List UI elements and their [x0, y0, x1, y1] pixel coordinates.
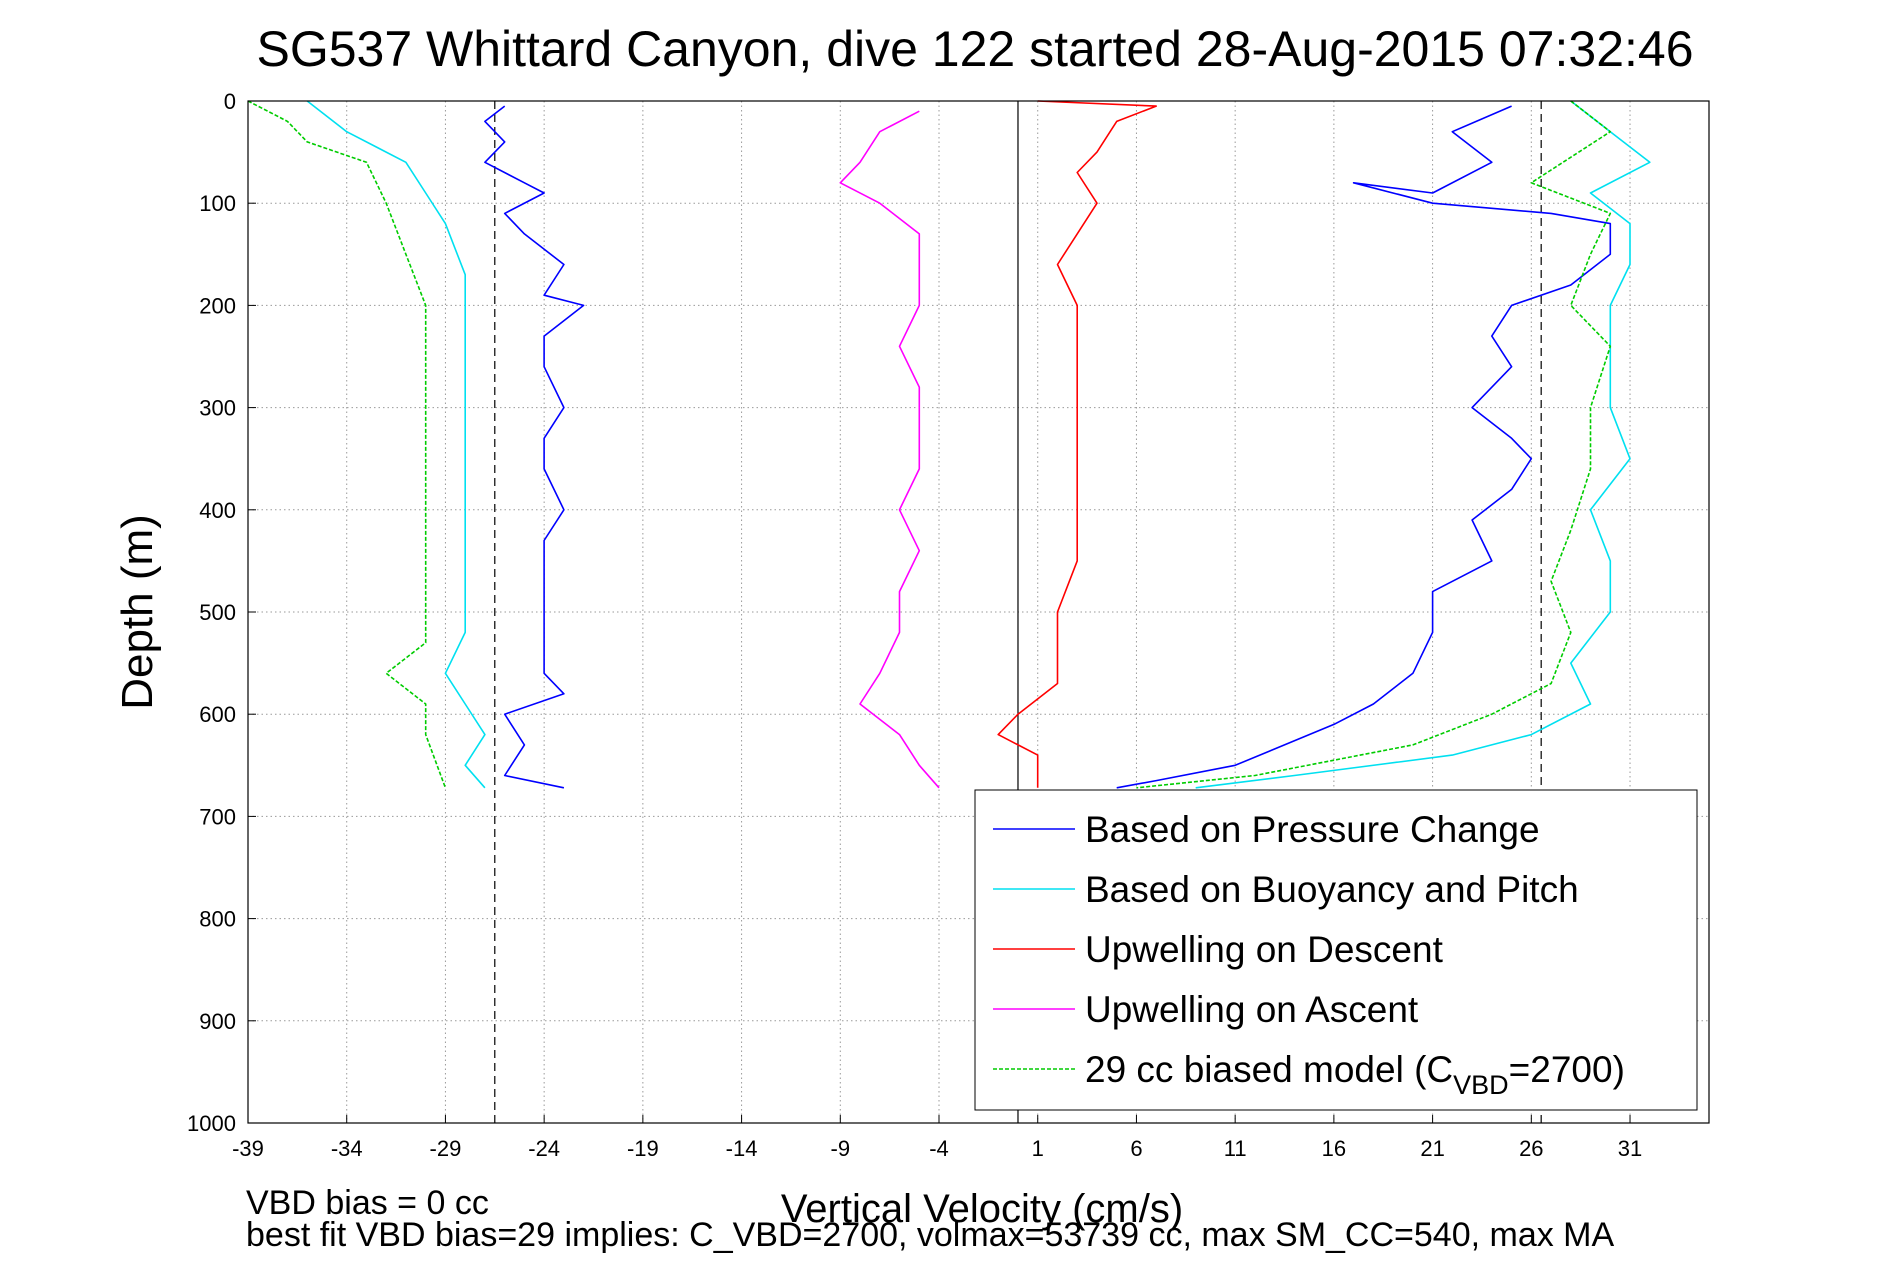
legend-label: Based on Buoyancy and Pitch — [1085, 869, 1579, 910]
series-line — [839, 110, 940, 789]
y-ticks: 0 100 200 300 400 500 600 700 800 900 1000 — [187, 89, 256, 1136]
y-tick-label: 200 — [199, 293, 236, 318]
series-line — [306, 100, 486, 789]
legend-box — [974, 789, 1698, 1111]
legend-label: Based on Pressure Change — [1085, 809, 1540, 850]
y-tick-label: 100 — [199, 191, 236, 216]
x-tick-label: -9 — [831, 1136, 851, 1161]
series-line — [1116, 105, 1612, 789]
series-4 — [839, 110, 940, 789]
x-tick-label: 31 — [1618, 1136, 1642, 1161]
footer-line-1: VBD bias = 0 cc — [246, 1184, 489, 1222]
x-tick-label: 26 — [1519, 1136, 1543, 1161]
series-line — [484, 105, 585, 789]
x-tick-label: -19 — [627, 1136, 659, 1161]
y-tick-label: 600 — [199, 702, 236, 727]
legend-label: Upwelling on Descent — [1085, 929, 1444, 970]
legend-label: 29 cc biased model (CVBD=2700) — [1085, 1049, 1625, 1100]
x-tick-label: 6 — [1130, 1136, 1142, 1161]
x-tick-label: -4 — [929, 1136, 949, 1161]
y-tick-label: 700 — [199, 804, 236, 829]
series-line — [1195, 100, 1651, 789]
y-tick-label: 500 — [199, 600, 236, 625]
y-tick-label: 0 — [224, 89, 236, 114]
x-tick-label: -29 — [430, 1136, 462, 1161]
x-tick-label: 21 — [1420, 1136, 1444, 1161]
series-line — [247, 100, 447, 789]
x-tick-label: 1 — [1032, 1136, 1044, 1161]
x-tick-label: 16 — [1322, 1136, 1346, 1161]
x-axis-label: Vertical Velocity (cm/s) — [781, 1187, 1183, 1231]
chart-title: SG537 Whittard Canyon, dive 122 started … — [256, 21, 1693, 77]
y-axis-label: Depth (m) — [113, 514, 162, 710]
series-3 — [997, 100, 1157, 788]
legend-label: Upwelling on Ascent — [1085, 989, 1419, 1030]
series-line — [997, 100, 1157, 788]
x-tick-label: -34 — [331, 1136, 363, 1161]
series-5 — [247, 100, 1612, 789]
y-tick-label: 400 — [199, 498, 236, 523]
y-tick-label: 300 — [199, 396, 236, 421]
footer-line-2: best fit VBD bias=29 implies: C_VBD=2700… — [246, 1216, 1615, 1254]
x-tick-label: -24 — [528, 1136, 560, 1161]
legend: Based on Pressure Change Based on Buoyanc… — [974, 789, 1698, 1111]
series-line — [1136, 100, 1612, 789]
y-tick-label: 900 — [199, 1009, 236, 1034]
x-tick-label: -14 — [726, 1136, 758, 1161]
legend-items: Based on Pressure Change Based on Buoyanc… — [993, 809, 1625, 1100]
y-tick-label: 800 — [199, 907, 236, 932]
x-ticks: -39 -34 -29 -24 -19 -14 -9 -4 1 6 11 16 21 26 31 — [232, 1115, 1642, 1161]
series-1 — [484, 105, 1612, 789]
x-tick-label: 11 — [1224, 1136, 1247, 1161]
series-layer — [247, 100, 1651, 789]
series-2 — [306, 100, 1651, 789]
x-tick-label: -39 — [232, 1136, 264, 1161]
y-tick-label: 1000 — [187, 1111, 236, 1136]
